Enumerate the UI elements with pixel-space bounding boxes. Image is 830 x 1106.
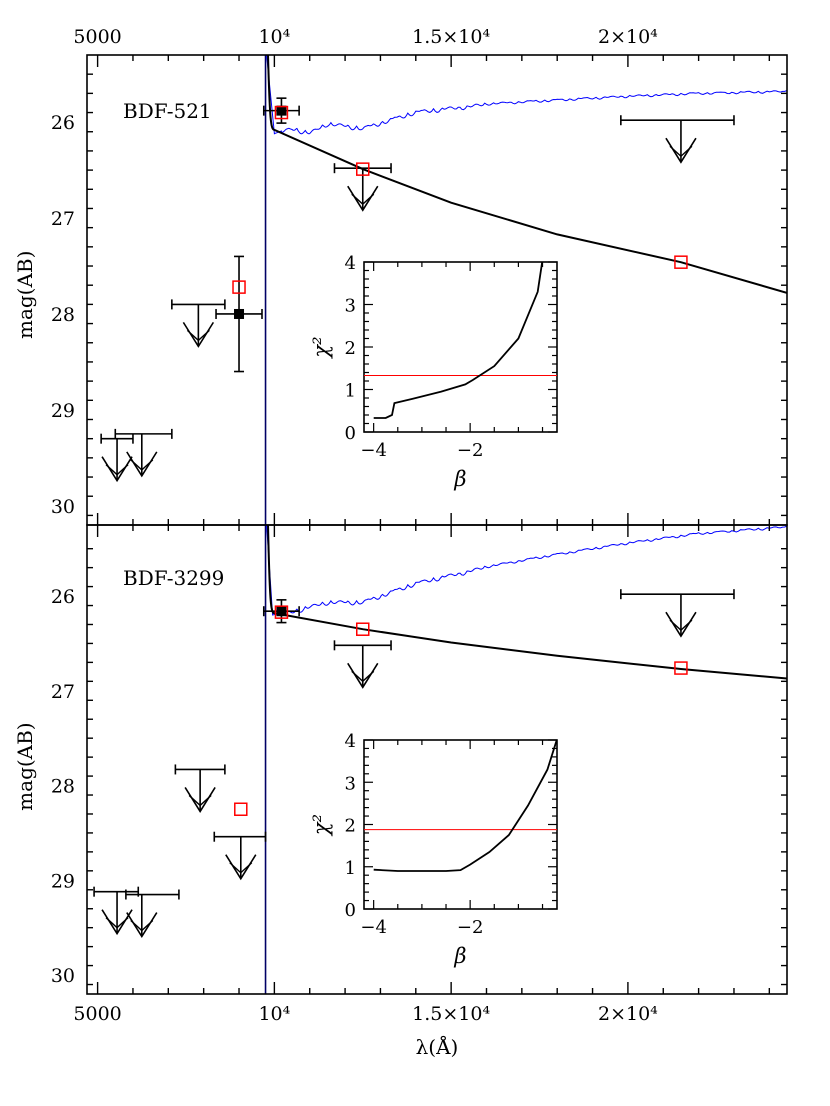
inset-y-tick-label: 0 bbox=[345, 423, 356, 444]
upper-limit-arrowhead-inner bbox=[351, 670, 375, 683]
model-point-3 bbox=[674, 661, 688, 675]
upper-limit-arrowhead-inner bbox=[188, 794, 212, 807]
inset-y-tick-label: 4 bbox=[345, 731, 356, 752]
upper-limit-1 bbox=[125, 889, 180, 939]
upper-limit-2 bbox=[171, 299, 226, 348]
upper-limit-arrowhead-inner bbox=[130, 919, 154, 932]
upper-limit-arrowhead-inner bbox=[105, 464, 129, 476]
detection-1 bbox=[215, 255, 263, 373]
best-fit-curve bbox=[267, 55, 787, 294]
y-tick-label: 30 bbox=[51, 496, 75, 518]
x-tick-label-bottom: 2×10⁴ bbox=[598, 1003, 658, 1025]
object-label: BDF-521 bbox=[123, 99, 212, 123]
upper-limit-0 bbox=[93, 886, 140, 936]
y-tick-label: 26 bbox=[51, 112, 75, 134]
inset-y-tick-label: 4 bbox=[345, 253, 356, 274]
model-point-2 bbox=[356, 622, 370, 636]
upper-limit-arrowhead-inner bbox=[669, 619, 693, 632]
upper-limit-0 bbox=[100, 433, 134, 483]
y-axis-title: mag(AB) bbox=[13, 722, 37, 810]
detection-marker bbox=[276, 606, 287, 617]
inset-chi2-curve bbox=[373, 262, 544, 419]
inset-x-tick-label: −4 bbox=[360, 440, 387, 461]
upper-limit-3 bbox=[213, 831, 267, 881]
inset-y-title: χ² bbox=[309, 814, 333, 837]
x-tick-label-top: 1.5×10⁴ bbox=[412, 26, 490, 48]
upper-limit-arrowhead-inner bbox=[105, 917, 129, 929]
galaxy-template-spectrum bbox=[266, 525, 787, 616]
inset-y-tick-label: 1 bbox=[345, 381, 356, 402]
upper-limit-2 bbox=[174, 764, 226, 813]
inset-y-tick-label: 0 bbox=[345, 900, 356, 921]
y-axis-title: mag(AB) bbox=[13, 251, 37, 339]
x-tick-label-bottom: 5000 bbox=[73, 1003, 121, 1025]
best-fit-curve bbox=[267, 525, 787, 680]
inset-x-tick-label: −2 bbox=[457, 917, 484, 938]
inset-y-title: χ² bbox=[309, 336, 333, 359]
inset-frame bbox=[363, 739, 558, 910]
upper-limit-arrowhead-inner bbox=[186, 329, 210, 342]
y-tick-label: 27 bbox=[51, 681, 75, 703]
inset-y-tick-label: 3 bbox=[345, 773, 356, 794]
upper-limit-arrowhead-inner bbox=[669, 145, 693, 158]
inset-x-title: β bbox=[453, 944, 466, 968]
y-tick-label: 29 bbox=[51, 870, 75, 892]
inset-x-tick-label: −4 bbox=[360, 917, 387, 938]
upper-limit-arrowhead-inner bbox=[351, 193, 375, 206]
upper-limit-4 bbox=[620, 115, 735, 164]
y-tick-label: 29 bbox=[51, 400, 75, 422]
y-tick-label: 30 bbox=[51, 965, 75, 987]
detection-0 bbox=[262, 599, 300, 624]
chi2-inset: 0 1 2 3 4 −4 −2 β χ² bbox=[309, 731, 558, 968]
model-point-0 bbox=[234, 802, 248, 816]
model-point-0 bbox=[232, 280, 246, 294]
inset-y-tick-label: 2 bbox=[345, 338, 356, 359]
y-tick-label: 26 bbox=[51, 586, 75, 608]
y-tick-label: 28 bbox=[51, 304, 75, 326]
x-tick-label-top: 10⁴ bbox=[258, 26, 290, 48]
inset-x-title: β bbox=[453, 467, 466, 491]
inset-chi2-curve bbox=[373, 740, 557, 872]
detection-marker bbox=[276, 105, 287, 116]
chi2-inset: 0 1 2 3 4 −4 −2 β χ² bbox=[309, 253, 558, 491]
x-tick-label-bottom: 1.5×10⁴ bbox=[412, 1003, 490, 1025]
upper-limit-arrowhead-inner bbox=[130, 459, 154, 471]
inset-x-tick-label: −2 bbox=[457, 440, 484, 461]
x-tick-label-bottom: 10⁴ bbox=[258, 1003, 290, 1025]
x-tick-label-top: 2×10⁴ bbox=[598, 26, 658, 48]
object-label: BDF-3299 bbox=[123, 566, 224, 590]
plot-area bbox=[100, 55, 787, 525]
inset-y-tick-label: 1 bbox=[345, 858, 356, 879]
upper-limit-arrowhead-inner bbox=[229, 862, 253, 874]
x-tick-label-top: 5000 bbox=[73, 26, 121, 48]
inset-y-tick-label: 3 bbox=[345, 296, 356, 317]
panel-frame bbox=[86, 524, 788, 995]
upper-limit-4 bbox=[333, 640, 392, 689]
upper-limit-1 bbox=[114, 428, 173, 478]
y-tick-label: 27 bbox=[51, 208, 75, 230]
y-tick-label: 28 bbox=[51, 776, 75, 798]
model-point-3 bbox=[674, 255, 688, 269]
x-axis-title: λ(Å) bbox=[416, 1034, 459, 1059]
detection-marker bbox=[234, 308, 245, 319]
upper-limit-3 bbox=[333, 163, 392, 212]
plot-area bbox=[93, 525, 787, 994]
model-point-1 bbox=[274, 105, 289, 120]
inset-y-tick-label: 2 bbox=[345, 816, 356, 837]
model-point-2 bbox=[356, 162, 370, 176]
model-point-1 bbox=[274, 605, 289, 619]
galaxy-template-spectrum bbox=[266, 55, 787, 135]
upper-limit-5 bbox=[620, 589, 735, 638]
